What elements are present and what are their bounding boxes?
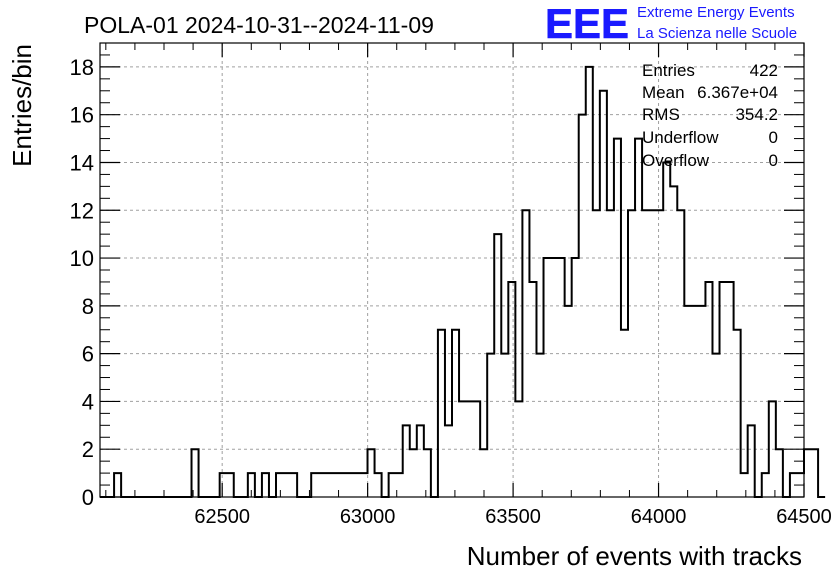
logo-line1: Extreme Energy Events (637, 4, 795, 21)
stats-overflow-label: Overflow (642, 151, 710, 170)
histogram-line (100, 65, 826, 498)
axis-tick-labels: 62500 63000 63500 64000 64500 0 2 4 6 8 10 12 14 16 18 (70, 55, 832, 528)
stats-entries-value: 422 (750, 61, 778, 80)
logo: EEE Extreme Energy Events La Scienza nel… (545, 0, 797, 47)
stats-mean-label: Mean (642, 83, 685, 102)
y-tick-label: 0 (82, 485, 94, 510)
stats-rms-label: RMS (642, 105, 680, 124)
x-tick-label: 63500 (485, 506, 541, 528)
y-tick-label: 2 (82, 437, 94, 462)
stats-rms-value: 354.2 (735, 105, 778, 124)
stats-box: Entries 422 Mean 6.367e+04 RMS 354.2 Und… (642, 61, 778, 170)
stats-underflow-value: 0 (769, 128, 778, 147)
y-tick-label: 8 (82, 294, 94, 319)
x-axis-label: Number of events with tracks (467, 541, 802, 571)
y-tick-label: 6 (82, 342, 94, 367)
x-tick-label: 63000 (340, 506, 396, 528)
x-tick-label: 64500 (776, 506, 832, 528)
y-tick-label: 14 (70, 150, 94, 175)
y-tick-label: 4 (82, 389, 94, 414)
y-tick-label: 16 (70, 103, 94, 128)
stats-underflow-label: Underflow (642, 128, 719, 147)
grid-lines (100, 43, 804, 497)
x-tick-label: 64000 (631, 506, 687, 528)
histogram-series (100, 65, 826, 498)
stats-overflow-value: 0 (769, 151, 778, 170)
logo-mark: EEE (545, 0, 629, 47)
y-tick-label: 10 (70, 246, 94, 271)
stats-mean-value: 6.367e+04 (697, 83, 778, 102)
y-tick-label: 12 (70, 198, 94, 223)
stats-entries-label: Entries (642, 61, 695, 80)
y-tick-label: 18 (70, 55, 94, 80)
y-axis-label: Entries/bin (7, 44, 37, 167)
x-tick-label: 62500 (194, 506, 250, 528)
logo-line2: La Scienza nelle Scuole (637, 25, 797, 42)
chart-title: POLA-01 2024-10-31--2024-11-09 (84, 12, 434, 38)
axis-ticks (100, 43, 805, 498)
